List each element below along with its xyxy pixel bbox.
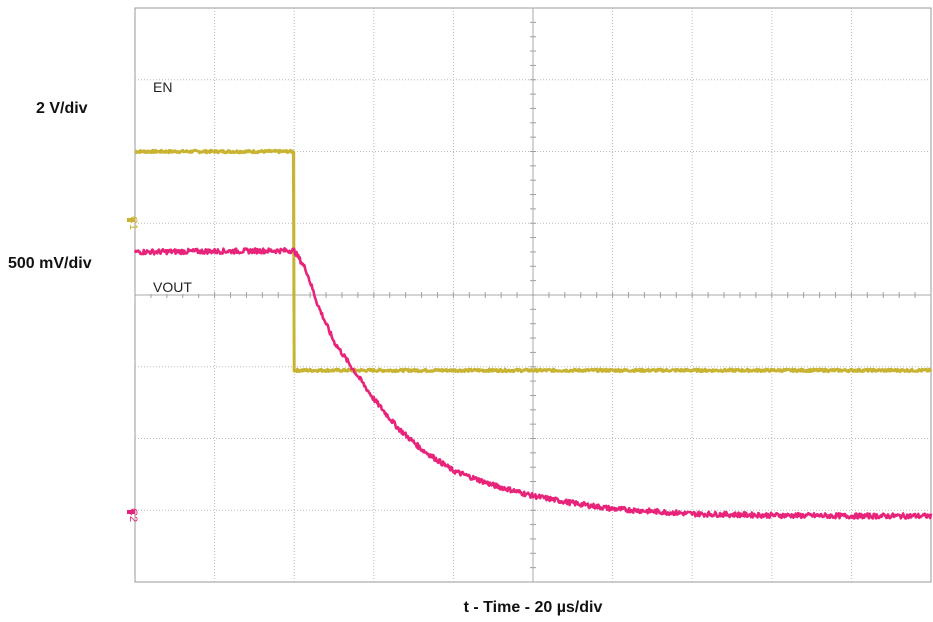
x-axis-label: t - Time - 20 µs/div xyxy=(464,599,603,616)
channel-marker-text: C2 xyxy=(127,508,139,522)
vout-trace xyxy=(133,247,933,520)
vout-label: VOUT xyxy=(153,279,192,295)
en-label: EN xyxy=(153,79,172,95)
en-scale-label: 2 V/div xyxy=(36,100,88,117)
vout-label-bg xyxy=(150,280,206,294)
vout-scale-label: 500 mV/div xyxy=(8,255,92,272)
c1-marker: C1 xyxy=(127,216,139,230)
channel-marker-tab xyxy=(127,218,135,222)
scope-labels: C1 C2 EN VOUT 2 V/div 500 mV/div t - Time - 20… xyxy=(8,79,602,616)
channel-marker-tab xyxy=(127,510,135,514)
en-trace xyxy=(134,148,933,374)
c2-marker: C2 xyxy=(127,508,139,522)
scope-traces xyxy=(133,148,933,520)
channel-marker-text: C1 xyxy=(127,216,139,230)
